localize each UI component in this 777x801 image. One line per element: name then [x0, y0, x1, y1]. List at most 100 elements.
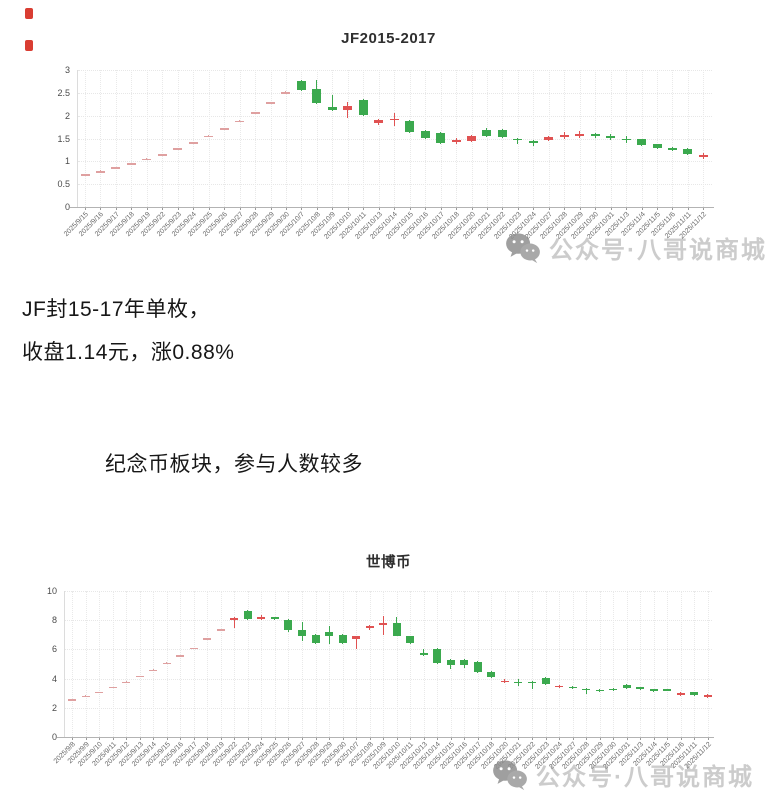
axis-tick: [99, 737, 101, 740]
axis-tick: [315, 737, 317, 740]
axis-tick: [180, 737, 182, 740]
gridline: [502, 70, 504, 207]
axis-tick: [502, 207, 504, 210]
gridline: [564, 70, 566, 207]
candle: [559, 135, 569, 137]
axis-tick: [288, 737, 290, 740]
gridline: [234, 591, 236, 737]
candle: [81, 695, 90, 698]
candle: [266, 102, 276, 105]
axis-tick: [667, 737, 669, 740]
candle: [528, 140, 538, 144]
candle: [622, 685, 631, 689]
axis-tick: [342, 737, 344, 740]
candle: [157, 154, 167, 156]
axis-tick: [559, 737, 561, 740]
gridline: [599, 591, 601, 737]
candle: [352, 636, 361, 640]
red-marker-icon: [25, 40, 33, 51]
gridline: [329, 591, 331, 737]
axis-tick: [680, 737, 682, 740]
candle: [95, 170, 105, 173]
candle: [683, 149, 693, 155]
candle: [270, 617, 279, 620]
y-tick-label: 2.5: [57, 87, 70, 98]
y-axis-line: [77, 70, 78, 207]
candle-wick: [331, 95, 333, 112]
axis-tick: [640, 737, 642, 740]
y-tick-label: 8: [51, 615, 57, 626]
x-axis-line: [70, 207, 714, 208]
candle: [473, 661, 482, 673]
axis-tick: [72, 737, 73, 740]
axis-tick: [626, 737, 628, 740]
candle: [358, 99, 368, 115]
axis-tick: [177, 207, 179, 210]
axis-tick: [703, 207, 705, 210]
gridline: [423, 591, 425, 737]
candle: [514, 681, 523, 684]
gridline: [270, 70, 272, 207]
gridline: [146, 70, 148, 207]
gridline: [255, 70, 257, 207]
candle: [296, 80, 306, 91]
axis-tick: [207, 737, 209, 740]
axis-tick: [504, 737, 506, 740]
gridline: [595, 70, 597, 207]
gridline: [100, 70, 102, 207]
gridline: [65, 620, 712, 622]
gridline: [193, 70, 195, 207]
axis-tick: [302, 737, 303, 740]
axis-tick: [657, 207, 659, 210]
gridline: [409, 70, 411, 207]
gridline: [641, 70, 643, 207]
axis-tick: [347, 207, 349, 210]
y-tick-label: 0: [64, 202, 70, 212]
axis-tick: [247, 737, 249, 740]
gridline: [208, 70, 210, 207]
y-tick-label: 1.5: [57, 133, 70, 144]
candle: [235, 120, 245, 123]
gridline: [486, 70, 488, 207]
candle: [142, 158, 152, 161]
gridline: [85, 591, 87, 737]
candle: [343, 105, 353, 111]
candle: [281, 91, 291, 94]
candle: [312, 89, 322, 103]
candle: [513, 138, 523, 141]
gridline: [316, 70, 318, 207]
candle: [555, 685, 564, 688]
axis-tick: [332, 207, 334, 210]
gridline: [456, 70, 458, 207]
candle: [595, 689, 604, 692]
axis-tick: [564, 207, 566, 210]
gridline: [65, 649, 712, 651]
axis-tick: [378, 207, 380, 210]
candle: [365, 626, 374, 629]
axis-tick: [687, 207, 689, 210]
axis-tick: [100, 207, 102, 210]
axis-tick: [410, 737, 412, 740]
gridline: [653, 591, 655, 737]
candle: [189, 647, 198, 650]
axis-tick: [471, 207, 473, 210]
gridline: [332, 70, 334, 207]
gridline: [425, 70, 427, 207]
chart1-title: JF2015-2017: [341, 30, 436, 47]
gridline: [315, 591, 317, 737]
gridline: [394, 70, 396, 207]
gridline: [657, 70, 659, 207]
axis-tick: [610, 207, 612, 210]
candle: [327, 107, 337, 110]
gridline: [99, 591, 101, 737]
axis-tick: [220, 737, 222, 740]
axis-tick: [270, 207, 272, 210]
note-line1: JF封15-17年单枚，: [22, 298, 211, 321]
axis-tick: [126, 737, 128, 740]
candle: [698, 154, 708, 157]
axis-tick: [396, 737, 398, 740]
axis-tick: [146, 207, 148, 210]
candle: [528, 681, 537, 684]
candle: [436, 133, 446, 144]
gridline: [247, 591, 249, 737]
